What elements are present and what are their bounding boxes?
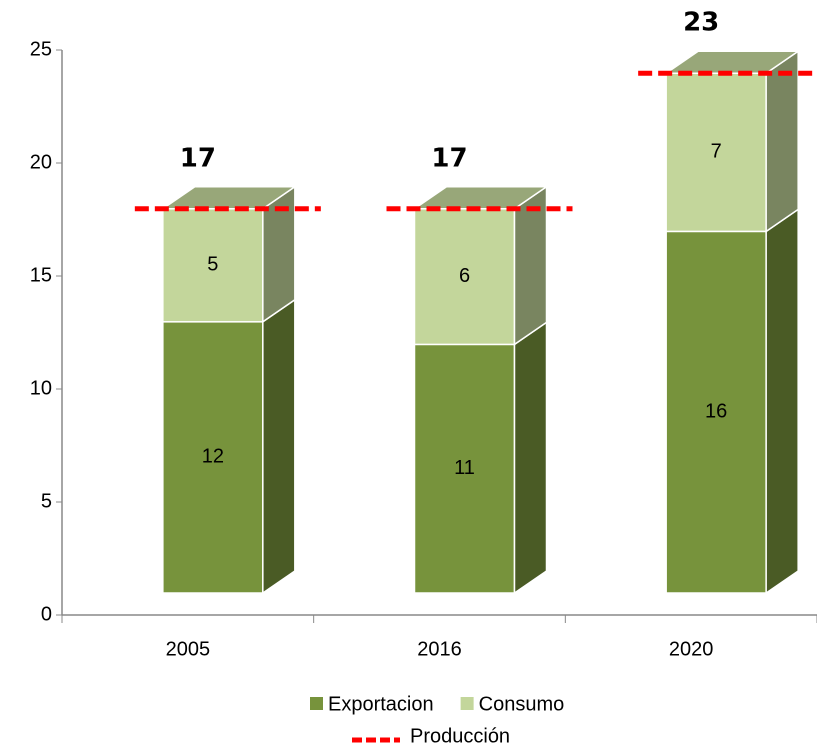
bar-side [765,207,799,595]
legend-swatch [310,697,323,710]
bar-front [665,72,767,233]
x-tick-label: 2016 [417,638,462,660]
y-tick-label: 10 [30,377,52,399]
y-tick-label: 20 [30,151,52,173]
y-tick-label: 25 [30,38,52,60]
x-tick-label: 2020 [669,638,714,660]
legend-swatch [460,697,474,710]
bar-front [162,321,264,594]
bar-side [513,320,548,595]
bar-side [262,298,296,595]
total-label: 17 [180,143,216,173]
total-label: 17 [431,143,467,173]
bar-top [412,186,549,210]
bar-front [162,208,264,323]
bar-top [663,50,801,74]
total-label: 23 [683,8,719,38]
value-label: 16 [705,400,727,422]
y-tick-label: 5 [41,490,52,512]
y-tick-label: 15 [30,264,52,286]
bar-top [160,186,298,210]
value-label: 12 [202,446,224,468]
legend-label: Exportacion [328,693,434,715]
value-label: 7 [711,141,722,163]
value-label: 6 [459,265,470,287]
bar-front [413,343,516,594]
value-label: 11 [454,457,475,479]
x-tick-label: 2005 [166,638,211,660]
value-label: 5 [207,254,218,276]
bar-side [765,49,799,233]
y-tick-label: 0 [41,603,52,625]
legend-label: Producción [410,725,510,747]
bar-front [665,230,767,594]
legend-label: Consumo [479,693,565,715]
